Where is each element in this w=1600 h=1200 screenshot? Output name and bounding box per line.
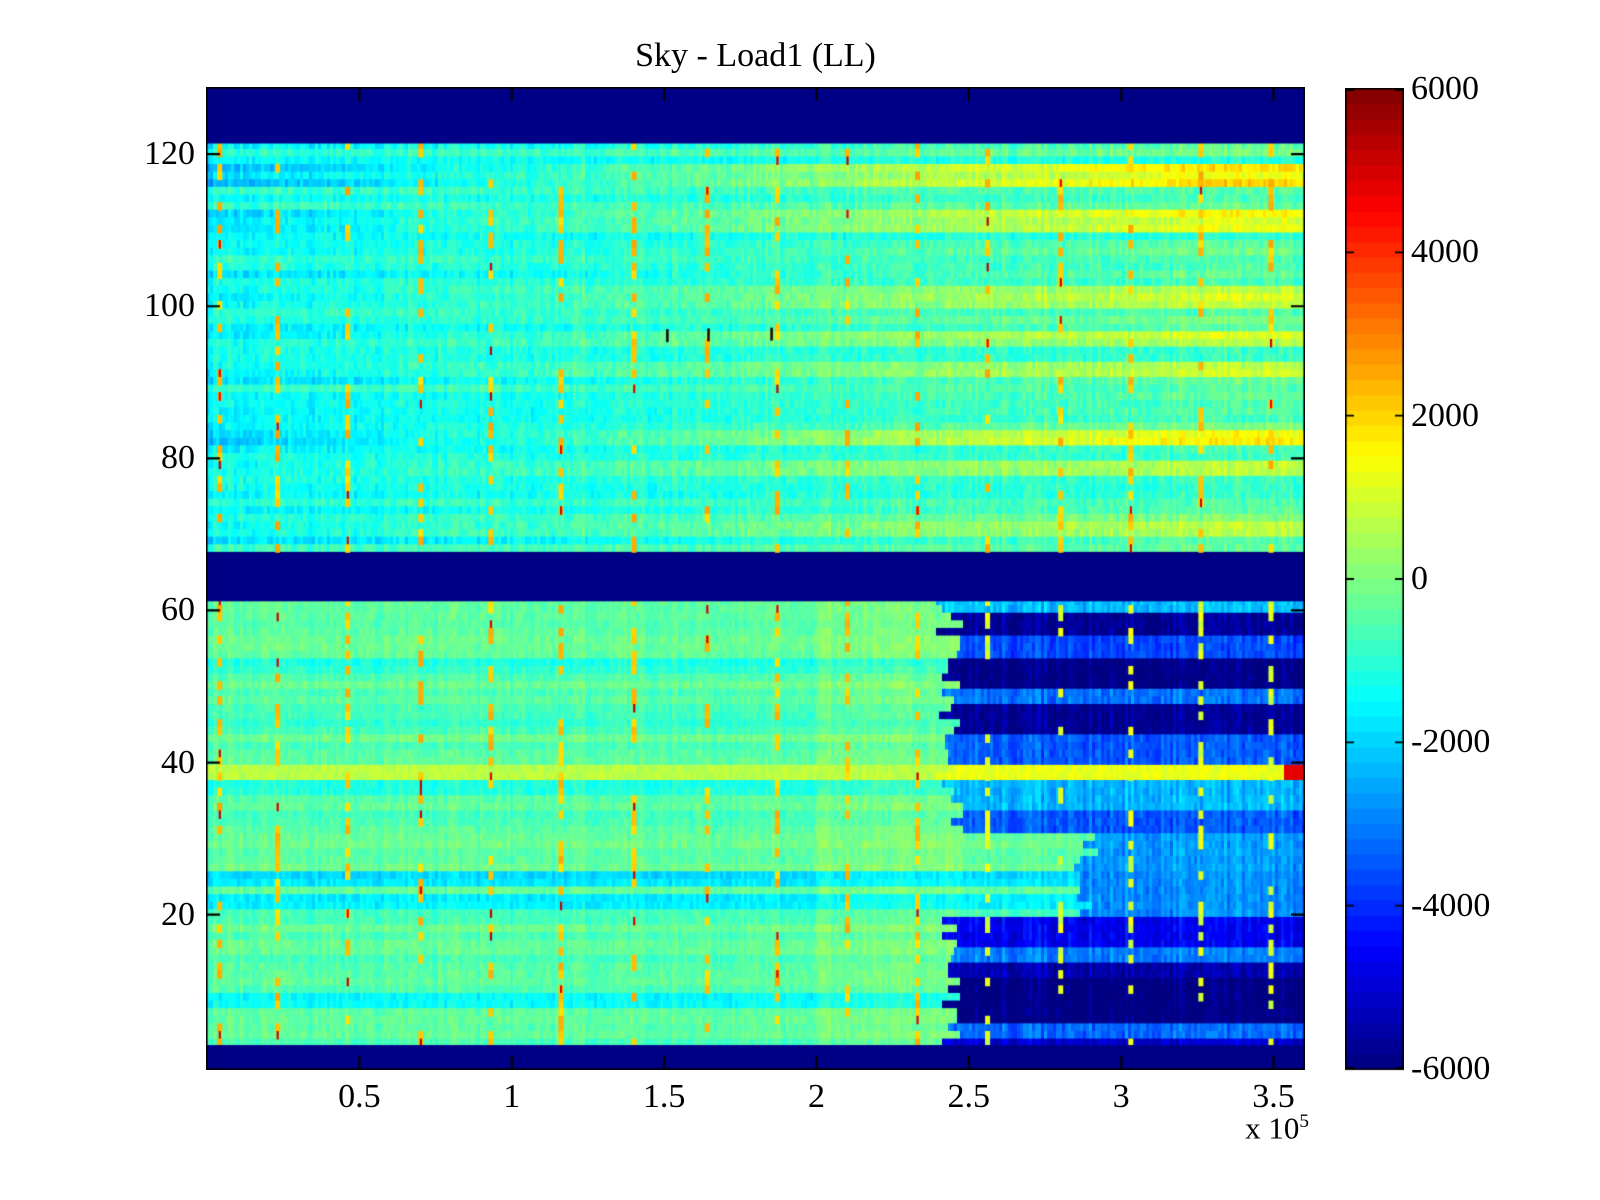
colorbar-canvas	[1345, 88, 1404, 1071]
x-tick-label: 0.5	[338, 1078, 381, 1115]
colorbar-tick-label: -2000	[1411, 723, 1491, 761]
colorbar-tick-label: 2000	[1411, 396, 1479, 434]
colorbar-tick-label: 6000	[1411, 70, 1479, 107]
colorbar-tick-label: 4000	[1411, 233, 1479, 271]
multiplier-exponent: 5	[1299, 1111, 1309, 1132]
x-tick-label: 1.5	[642, 1078, 686, 1115]
y-tick-label: 20	[161, 895, 195, 933]
x-tick-label: 1	[503, 1078, 521, 1115]
x-tick-label: 2.5	[947, 1078, 991, 1115]
heatmap-canvas	[206, 87, 1305, 1070]
x-tick-label: 2	[807, 1078, 825, 1115]
colorbar-tick-label: -4000	[1411, 886, 1491, 924]
colorbar-tick-label: -6000	[1411, 1050, 1491, 1087]
y-tick-label: 40	[161, 743, 195, 781]
multiplier-prefix: x 10	[1245, 1110, 1300, 1146]
plot-title: Sky - Load1 (LL)	[635, 37, 876, 74]
colorbar-tick-label: 0	[1411, 560, 1428, 597]
y-tick-label: 100	[144, 287, 195, 325]
y-tick-label: 120	[144, 135, 195, 173]
y-tick-label: 80	[161, 439, 195, 477]
y-tick-label: 60	[161, 591, 195, 629]
x-tick-label: 3.5	[1252, 1078, 1295, 1115]
axis-multiplier-label: x 105	[1149, 1102, 1309, 1148]
x-tick-label: 3	[1112, 1078, 1130, 1115]
